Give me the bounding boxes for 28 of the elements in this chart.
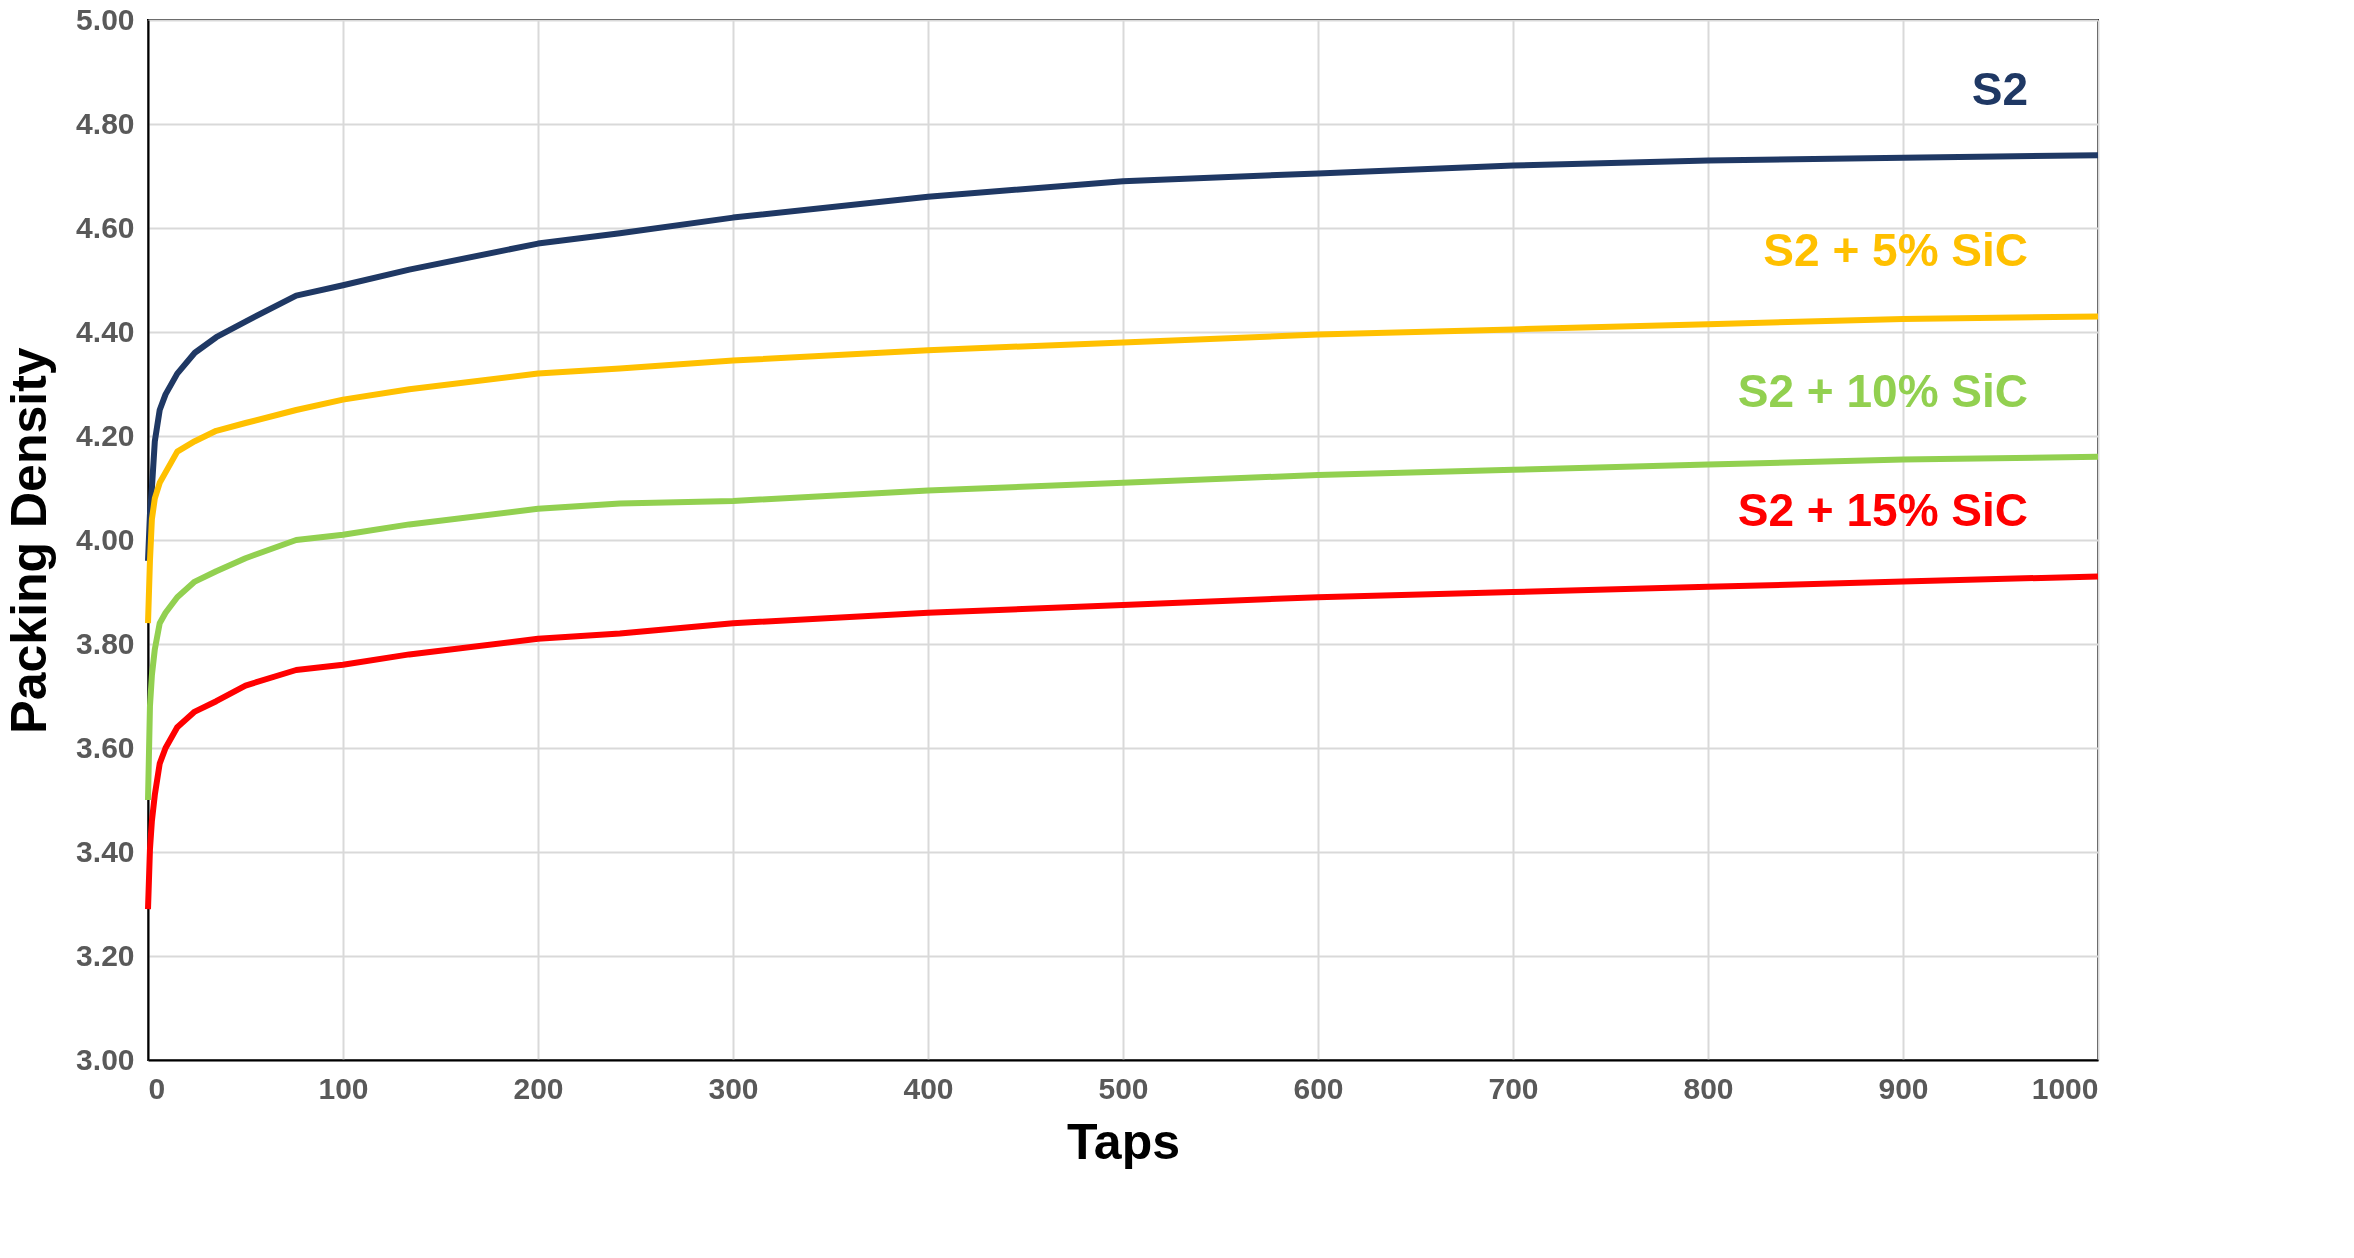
y-tick-label: 3.40 [76, 834, 135, 868]
series-label: S2 [1971, 63, 2028, 116]
y-tick-label: 4.80 [76, 106, 135, 140]
x-tick-label: 1000 [2031, 1071, 2099, 1105]
x-tick-label: 400 [903, 1071, 954, 1105]
x-axis-title: Taps [1067, 1113, 1180, 1170]
y-tick-label: 4.40 [76, 314, 135, 348]
y-axis-title: Packing Density [1, 347, 58, 734]
x-tick-label: 100 [318, 1071, 369, 1105]
x-tick-label: 500 [1098, 1071, 1149, 1105]
series-label: S2 + 5% SiC [1763, 224, 2028, 277]
y-tick-label: 5.00 [76, 2, 135, 36]
y-tick-label: 4.60 [76, 210, 135, 244]
series-label: S2 + 15% SiC [1737, 484, 2028, 537]
x-tick-label: 700 [1488, 1071, 1539, 1105]
x-tick-label: 900 [1878, 1071, 1929, 1105]
y-tick-label: 3.20 [76, 938, 135, 972]
y-tick-label: 4.00 [76, 522, 135, 556]
x-tick-label: 600 [1293, 1071, 1344, 1105]
x-tick-label: 300 [708, 1071, 759, 1105]
series-label: S2 + 10% SiC [1737, 364, 2028, 417]
x-tick-label: 800 [1683, 1071, 1734, 1105]
y-tick-label: 3.00 [76, 1042, 135, 1076]
x-tick-label: 0 [148, 1071, 166, 1105]
x-tick-label: 200 [513, 1071, 564, 1105]
y-tick-label: 4.20 [76, 418, 135, 452]
y-tick-label: 3.60 [76, 730, 135, 764]
y-tick-label: 3.80 [76, 626, 135, 660]
